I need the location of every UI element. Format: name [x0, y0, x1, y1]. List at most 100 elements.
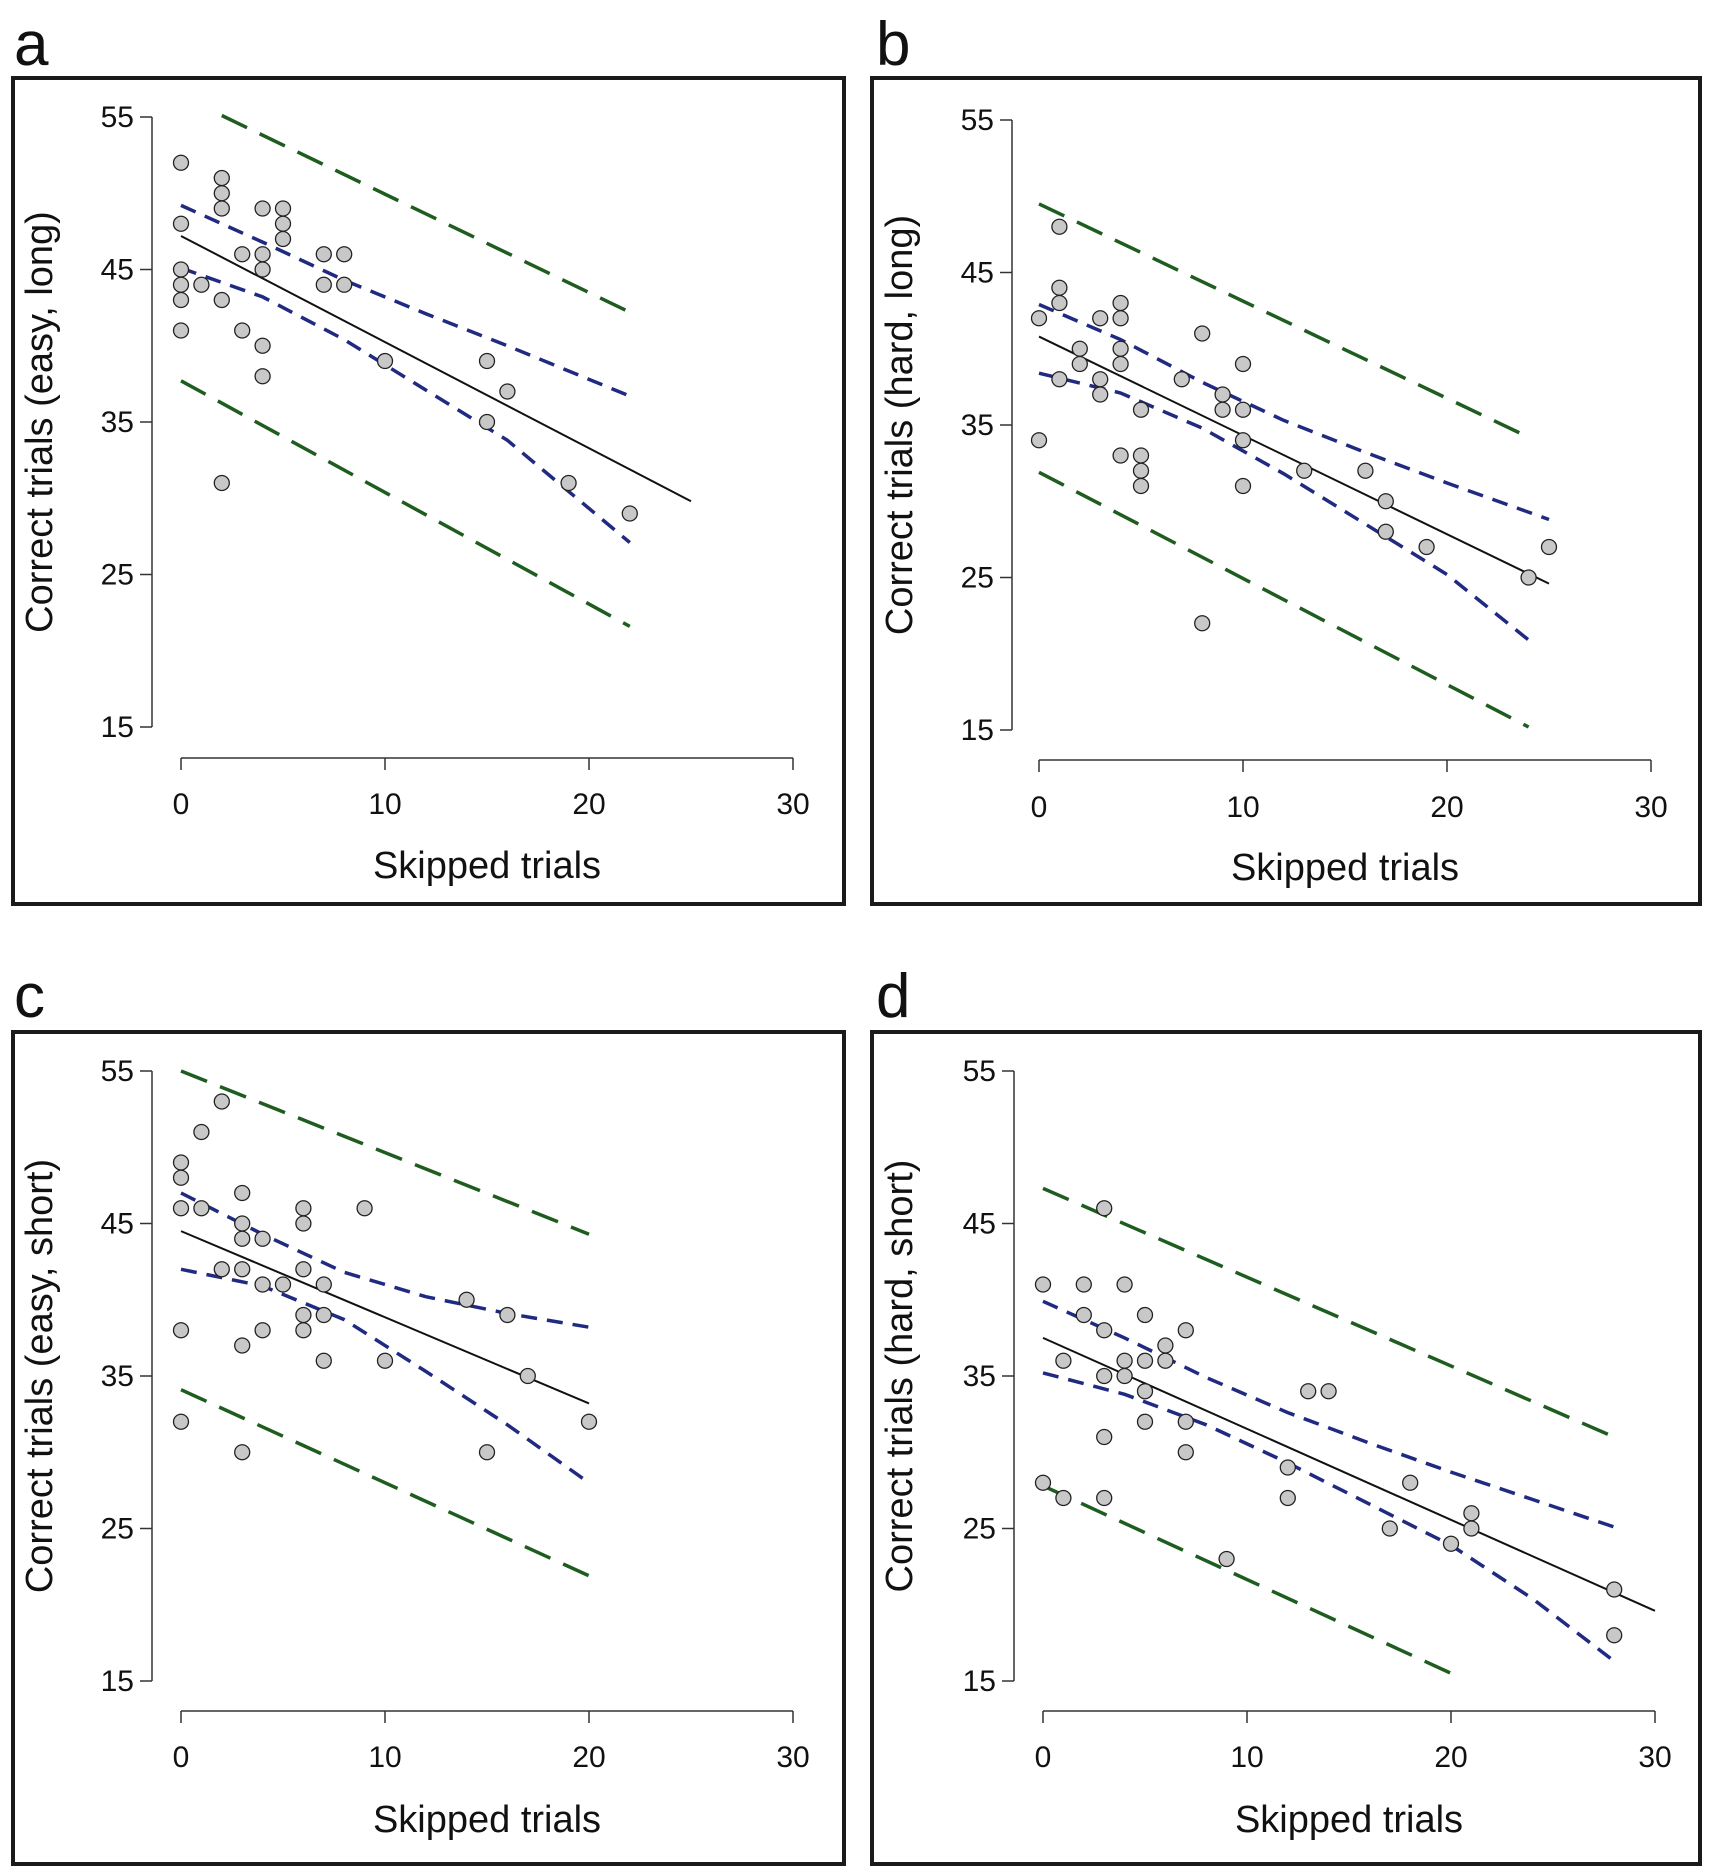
data-point-d [1381, 1520, 1398, 1537]
data-point-b [1051, 279, 1068, 296]
data-point-d [1136, 1306, 1154, 1324]
data-point-c [295, 1306, 312, 1324]
data-point-a [172, 261, 190, 278]
y-tick-label-c: 55 [101, 1055, 134, 1088]
data-point-c [295, 1215, 312, 1232]
x-tick-label-b: 10 [1226, 791, 1259, 824]
data-point-a [560, 474, 577, 492]
y-tick-label-d: 45 [963, 1208, 996, 1241]
data-point-c [193, 1123, 210, 1141]
data-point-a [213, 291, 230, 309]
data-point-c [234, 1184, 251, 1202]
data-point-c [234, 1215, 251, 1232]
x-tick-label-a: 20 [572, 788, 605, 821]
data-point-c [193, 1200, 210, 1217]
data-point-d [1279, 1489, 1296, 1507]
data-point-b [1357, 462, 1374, 479]
data-point-c [295, 1200, 312, 1217]
data-point-d [1402, 1474, 1419, 1491]
data-point-b [1234, 432, 1252, 449]
x-tick-label-c: 20 [572, 1741, 605, 1774]
data-point-c [172, 1154, 190, 1171]
data-point-d [1116, 1367, 1133, 1385]
y-tick-label-d: 25 [963, 1513, 996, 1546]
data-point-b [1418, 538, 1435, 556]
data-point-a [254, 200, 271, 217]
data-point-b [1132, 447, 1150, 464]
data-point-d [1096, 1367, 1113, 1385]
panel-d-frame [870, 1030, 1702, 1866]
data-point-b [1112, 294, 1129, 312]
data-point-a [213, 200, 230, 217]
data-point-a [478, 352, 496, 370]
data-point-d [1075, 1276, 1092, 1293]
panel-d-letter: d [876, 962, 911, 1031]
data-point-c [458, 1291, 475, 1308]
data-point-b [1234, 477, 1252, 495]
data-point-c [213, 1093, 230, 1110]
prediction-band-lower-a [180, 379, 631, 628]
data-point-a [172, 215, 190, 232]
data-point-b [1051, 218, 1068, 235]
data-point-b [1030, 310, 1048, 327]
data-point-d [1442, 1535, 1460, 1552]
confidence-band-lower-a [180, 266, 631, 544]
data-point-b [1214, 386, 1231, 403]
data-point-c [315, 1352, 332, 1369]
data-point-b [1377, 493, 1394, 510]
data-point-d [1034, 1276, 1052, 1293]
x-tick-label-c: 10 [368, 1741, 401, 1774]
data-point-c [234, 1230, 251, 1247]
x-tick-label-a: 30 [776, 788, 809, 821]
data-point-c [254, 1276, 271, 1293]
panel-b-letter: b [876, 10, 911, 79]
data-point-c [172, 1413, 190, 1430]
data-point-b [1214, 401, 1231, 418]
y-tick-label-c: 25 [101, 1513, 134, 1546]
chart-panel-b: 0 10 20 30 15 25 35 45 55 Skipped trials Correct t… [879, 104, 1668, 889]
data-point-b [1132, 477, 1150, 495]
data-point-a [274, 215, 292, 232]
data-point-c [213, 1261, 230, 1278]
data-point-d [1116, 1276, 1133, 1293]
chart-panel-d: 0 10 20 30 15 25 35 45 55 Skipped trials Correct t… [879, 1055, 1672, 1841]
x-tick-label-b: 20 [1430, 791, 1463, 824]
confidence-band-upper-a [180, 203, 631, 398]
y-tick-label-b: 35 [961, 409, 994, 442]
data-point-b [1234, 401, 1252, 418]
data-point-d [1096, 1322, 1113, 1339]
data-point-b [1132, 401, 1150, 418]
y-tick-label-a: 15 [101, 711, 134, 744]
data-point-c [234, 1444, 251, 1461]
data-point-b [1132, 462, 1150, 479]
confidence-band-lower-d [1042, 1371, 1616, 1663]
data-point-b [1194, 325, 1211, 342]
confidence-band-upper-b [1038, 302, 1550, 522]
data-point-b [1540, 538, 1558, 556]
y-tick-label-a: 35 [101, 406, 134, 439]
y-tick-label-a: 55 [101, 101, 134, 134]
chart-panel-c: 0 10 20 30 15 25 35 45 55 Skipped trials Correct t… [19, 1055, 810, 1841]
data-point-d [1096, 1200, 1113, 1217]
prediction-band-lower-b [1038, 470, 1530, 729]
regression-line-a [180, 235, 692, 503]
data-point-b [1071, 340, 1088, 357]
data-point-c [254, 1322, 271, 1339]
confidence-band-upper-c [180, 1191, 590, 1329]
data-point-c [172, 1322, 190, 1339]
data-point-b [1092, 386, 1109, 403]
data-point-d [1300, 1383, 1317, 1400]
data-point-d [1463, 1520, 1480, 1537]
data-point-d [1320, 1383, 1337, 1400]
y-tick-label-d: 35 [963, 1360, 996, 1393]
data-point-c [315, 1276, 332, 1293]
data-point-c [172, 1200, 190, 1217]
data-point-a [336, 246, 353, 263]
data-point-d [1606, 1627, 1623, 1644]
data-point-a [172, 291, 190, 309]
prediction-band-lower-c [180, 1388, 590, 1578]
data-point-a [172, 322, 190, 339]
data-point-a [254, 368, 271, 385]
data-point-d [1096, 1428, 1113, 1446]
data-point-a [234, 246, 251, 263]
